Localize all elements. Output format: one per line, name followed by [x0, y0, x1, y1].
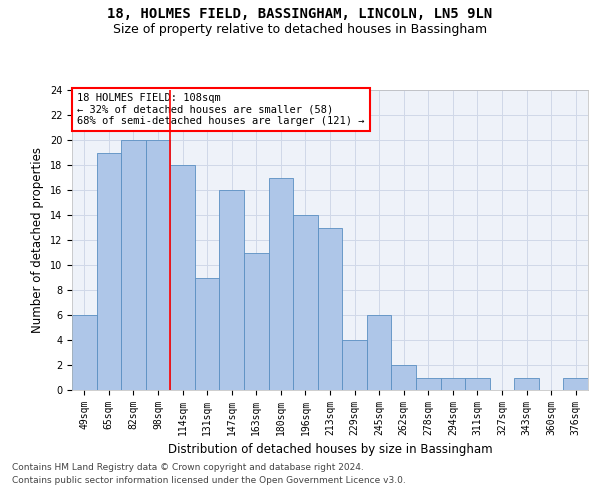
Bar: [440, 378, 465, 390]
Bar: [195, 278, 220, 390]
Y-axis label: Number of detached properties: Number of detached properties: [31, 147, 44, 333]
Text: 18 HOLMES FIELD: 108sqm
← 32% of detached houses are smaller (58)
68% of semi-de: 18 HOLMES FIELD: 108sqm ← 32% of detache…: [77, 93, 365, 126]
Bar: [269, 178, 293, 390]
Bar: [514, 378, 539, 390]
Bar: [465, 378, 490, 390]
Bar: [293, 215, 318, 390]
Bar: [170, 165, 195, 390]
Bar: [367, 315, 391, 390]
Bar: [220, 190, 244, 390]
Bar: [318, 228, 342, 390]
Bar: [342, 340, 367, 390]
Text: Size of property relative to detached houses in Bassingham: Size of property relative to detached ho…: [113, 22, 487, 36]
Bar: [121, 140, 146, 390]
Text: Distribution of detached houses by size in Bassingham: Distribution of detached houses by size …: [167, 442, 493, 456]
Text: Contains public sector information licensed under the Open Government Licence v3: Contains public sector information licen…: [12, 476, 406, 485]
Bar: [416, 378, 440, 390]
Bar: [97, 152, 121, 390]
Bar: [146, 140, 170, 390]
Text: Contains HM Land Registry data © Crown copyright and database right 2024.: Contains HM Land Registry data © Crown c…: [12, 464, 364, 472]
Bar: [72, 315, 97, 390]
Bar: [391, 365, 416, 390]
Bar: [244, 252, 269, 390]
Text: 18, HOLMES FIELD, BASSINGHAM, LINCOLN, LN5 9LN: 18, HOLMES FIELD, BASSINGHAM, LINCOLN, L…: [107, 8, 493, 22]
Bar: [563, 378, 588, 390]
